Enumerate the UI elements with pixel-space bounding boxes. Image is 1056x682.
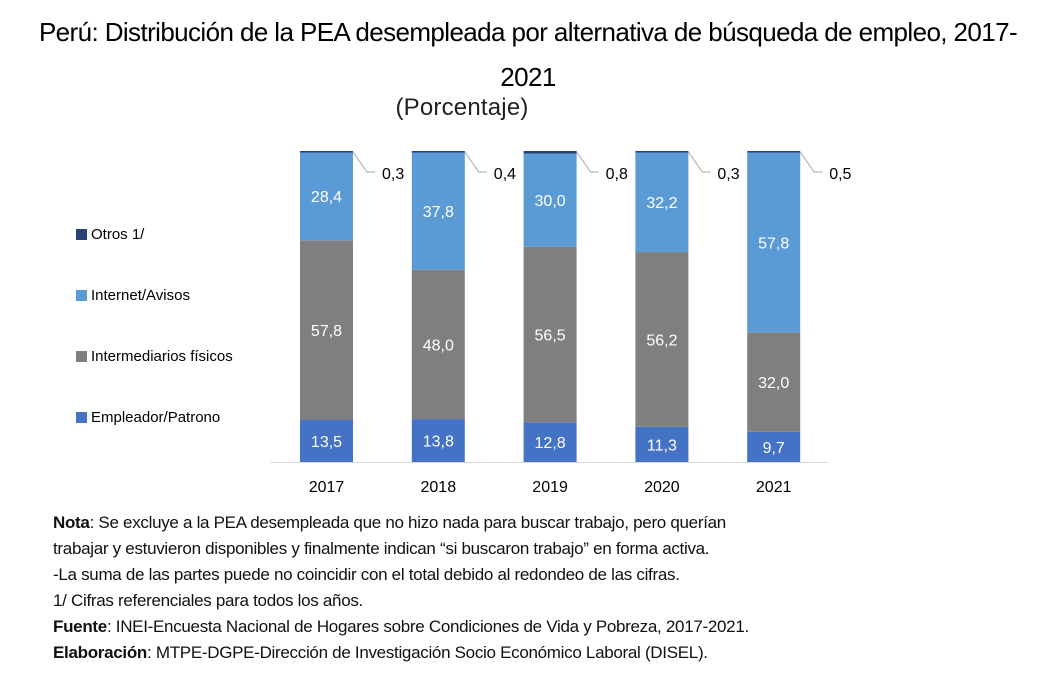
data-label-otros-1-2021: 0,5 — [829, 166, 851, 183]
data-label-internet-avisos-2018: 37,8 — [423, 204, 454, 221]
chart-title-line-1: Perú: Distribución de la PEA desempleada… — [38, 17, 1018, 47]
bar-empleador-patrono-2019 — [523, 422, 577, 462]
data-label-intermediarios-fisicos-2017: 57,8 — [311, 323, 342, 340]
bars-group — [300, 151, 801, 462]
elaboracion-line: Elaboración: MTPE-DGPE-Dirección de Inve… — [53, 640, 749, 666]
leader-line-2017 — [352, 151, 375, 173]
rounding-note: -La suma de las partes puede no coincidi… — [53, 565, 680, 584]
bar-intermediarios-fisicos-2019 — [523, 246, 577, 423]
x-tick-label-2021: 2021 — [756, 479, 792, 496]
bar-internet-avisos-2021 — [747, 152, 801, 333]
x-tick-label-2017: 2017 — [309, 479, 345, 496]
leader-line-2019 — [576, 151, 599, 173]
data-label-internet-avisos-2017: 28,4 — [311, 189, 342, 206]
bar-empleador-patrono-2018 — [411, 419, 465, 462]
nota-line-2: trabajar y estuvieron disponibles y fina… — [53, 539, 710, 558]
chart-subtitle: (Porcentaje) — [395, 94, 529, 121]
chart-title-line-2: 2021 — [500, 62, 556, 92]
legend-swatch-empleador-patrono — [76, 412, 87, 423]
bar-otros-1-2017 — [300, 151, 353, 153]
bar-internet-avisos-2017 — [300, 151, 353, 241]
leader-line-2021 — [799, 151, 823, 173]
nota-label: Nota — [53, 513, 90, 532]
data-label-empleador-patrono-2020: 11,3 — [647, 437, 677, 454]
nota-line-1: Nota: Se excluye a la PEA desempleada qu… — [53, 510, 749, 536]
nota-text-1: : Se excluye a la PEA desempleada que no… — [89, 513, 727, 532]
data-label-empleador-patrono-2017: 13,5 — [311, 434, 342, 451]
data-label-empleador-patrono-2019: 12,8 — [535, 435, 566, 452]
data-label-otros-1-2020: 0,3 — [717, 166, 739, 183]
legend-label-empleador-patrono: Empleador/Patrono — [91, 409, 221, 426]
data-label-internet-avisos-2019: 30,0 — [535, 193, 566, 210]
bar-intermediarios-fisicos-2020 — [635, 252, 689, 427]
bar-empleador-patrono-2020 — [635, 426, 689, 462]
fuente-text: : INEI-Encuesta Nacional de Hogares sobr… — [106, 617, 749, 636]
bar-internet-avisos-2018 — [411, 152, 465, 270]
bar-intermediarios-fisicos-2017 — [300, 240, 353, 421]
leader-line-2020 — [687, 151, 711, 173]
notes-block: Nota: Se excluye a la PEA desempleada qu… — [53, 510, 749, 666]
legend-label-internet-avisos: Internet/Avisos — [91, 287, 190, 304]
x-tick-labels-group: 2017 2018 2019 2020 2021 — [309, 479, 792, 496]
data-label-otros-1-2019: 0,8 — [606, 166, 628, 183]
legend-swatch-intermediarios-fisicos — [76, 351, 87, 362]
x-tick-label-2020: 2020 — [644, 479, 680, 496]
legend-swatch-internet-avisos — [76, 290, 87, 301]
data-label-otros-1-2018: 0,4 — [494, 166, 516, 183]
x-tick-label-2019: 2019 — [532, 479, 568, 496]
legend-item-otros-1: Otros 1/ — [76, 226, 144, 243]
bar-otros-1-2018 — [411, 151, 465, 153]
bar-otros-1-2020 — [635, 151, 689, 153]
bar-intermediarios-fisicos-2021 — [747, 332, 801, 432]
chart-title: Perú: Distribución de la PEA desempleada… — [0, 10, 1056, 100]
data-label-intermediarios-fisicos-2019: 56,5 — [535, 327, 566, 344]
x-tick-label-2018: 2018 — [421, 479, 457, 496]
bar-otros-1-2021 — [747, 151, 801, 153]
legend-label-otros-1: Otros 1/ — [91, 226, 145, 243]
elaboracion-label: Elaboración — [53, 643, 148, 662]
data-label-intermediarios-fisicos-2018: 48,0 — [423, 337, 454, 354]
data-label-internet-avisos-2021: 57,8 — [758, 235, 789, 252]
fuente-line: Fuente: INEI-Encuesta Nacional de Hogare… — [53, 614, 749, 640]
footnote-1: 1/ Cifras referenciales para todos los a… — [53, 591, 363, 610]
data-label-internet-avisos-2020: 32,2 — [646, 195, 677, 212]
data-label-otros-1-2017: 0,3 — [382, 166, 404, 183]
bar-internet-avisos-2019 — [523, 153, 577, 247]
bar-internet-avisos-2020 — [635, 151, 689, 253]
data-label-intermediarios-fisicos-2021: 32,0 — [758, 375, 789, 392]
legend-item-intermediarios-fisicos: Intermediarios físicos — [76, 348, 233, 365]
data-label-intermediarios-fisicos-2020: 56,2 — [646, 332, 677, 349]
legend-swatch-otros-1 — [76, 229, 87, 240]
bar-empleador-patrono-2021 — [747, 431, 801, 462]
bar-intermediarios-fisicos-2018 — [411, 269, 465, 420]
leader-line-2018 — [464, 151, 487, 173]
data-label-empleador-patrono-2021: 9,7 — [763, 440, 785, 457]
data-label-empleador-patrono-2018: 13,8 — [423, 434, 454, 451]
bar-otros-1-2019 — [523, 151, 577, 154]
fuente-label: Fuente — [53, 617, 107, 636]
legend-label-intermediarios-fisicos: Intermediarios físicos — [91, 348, 233, 365]
bar-empleador-patrono-2017 — [300, 420, 353, 462]
data-labels-group: 13,5 57,8 28,4 0,3 13,8 48,0 37,8 0,4 12,8 56,5 30… — [311, 151, 852, 457]
elaboracion-text: : MTPE-DGPE-Dirección de Investigación S… — [147, 643, 708, 662]
legend-item-internet-avisos: Internet/Avisos — [76, 287, 190, 304]
legend-item-empleador-patrono: Empleador/Patrono — [76, 409, 220, 426]
